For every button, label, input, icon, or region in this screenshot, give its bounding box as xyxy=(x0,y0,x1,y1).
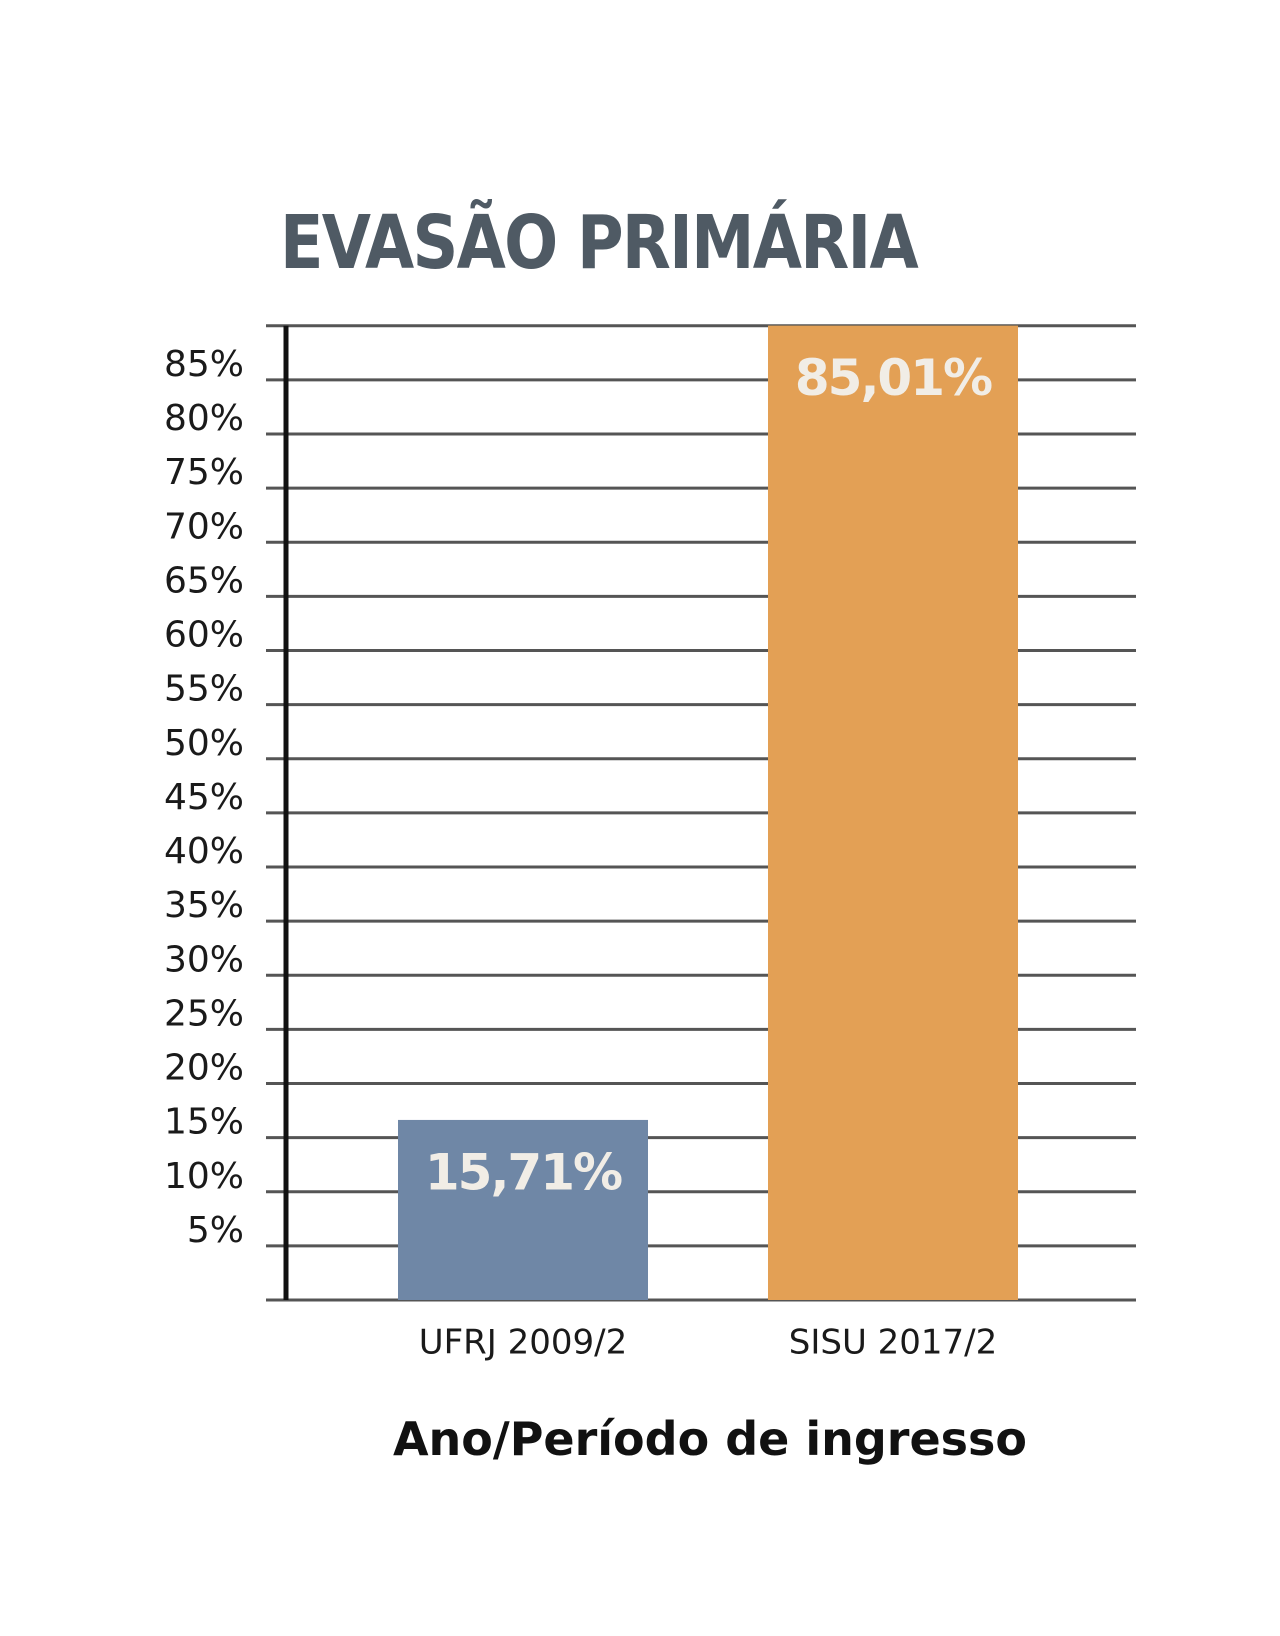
bars xyxy=(398,325,1018,1300)
y-tick-label: 80% xyxy=(164,398,244,439)
y-tick-label: 65% xyxy=(164,560,244,601)
y-tick-label: 30% xyxy=(164,939,244,980)
x-category-label: SISU 2017/2 xyxy=(789,1323,998,1363)
y-tick-label: 35% xyxy=(164,885,244,926)
y-tick-label: 15% xyxy=(164,1102,244,1143)
y-tick-label: 85% xyxy=(164,344,244,385)
x-category-label: UFRJ 2009/2 xyxy=(419,1323,628,1363)
x-axis-title: Ano/Período de ingresso xyxy=(392,1412,1028,1466)
bar xyxy=(398,1119,648,1300)
chart-title: EVASÃO PRIMÁRIA xyxy=(280,200,919,286)
y-tick-label: 45% xyxy=(164,777,244,818)
y-tick-label: 5% xyxy=(187,1210,244,1251)
y-tick-label: 20% xyxy=(164,1048,244,1089)
bar-value-label: 85,01% xyxy=(795,349,992,407)
bar-value-label: 15,71% xyxy=(425,1143,622,1201)
bar-value-labels: 15,71% 85,01% xyxy=(425,349,994,1201)
bar xyxy=(768,325,1018,1300)
y-tick-label: 70% xyxy=(164,506,244,547)
y-tick-label: 10% xyxy=(164,1156,244,1197)
y-tick-label: 55% xyxy=(164,669,244,710)
y-tick-label: 75% xyxy=(164,452,244,493)
y-tick-labels: 5% 10% 15% 20% 25% 30% 35% 40% 45% 50% 55% 60% 65% 70… xyxy=(164,344,244,1251)
y-tick-label: 50% xyxy=(164,723,244,764)
y-tick-label: 40% xyxy=(164,831,244,872)
x-category-labels: UFRJ 2009/2 SISU 2017/2 xyxy=(419,1323,998,1363)
y-tick-label: 25% xyxy=(164,993,244,1034)
y-tick-label: 60% xyxy=(164,615,244,656)
